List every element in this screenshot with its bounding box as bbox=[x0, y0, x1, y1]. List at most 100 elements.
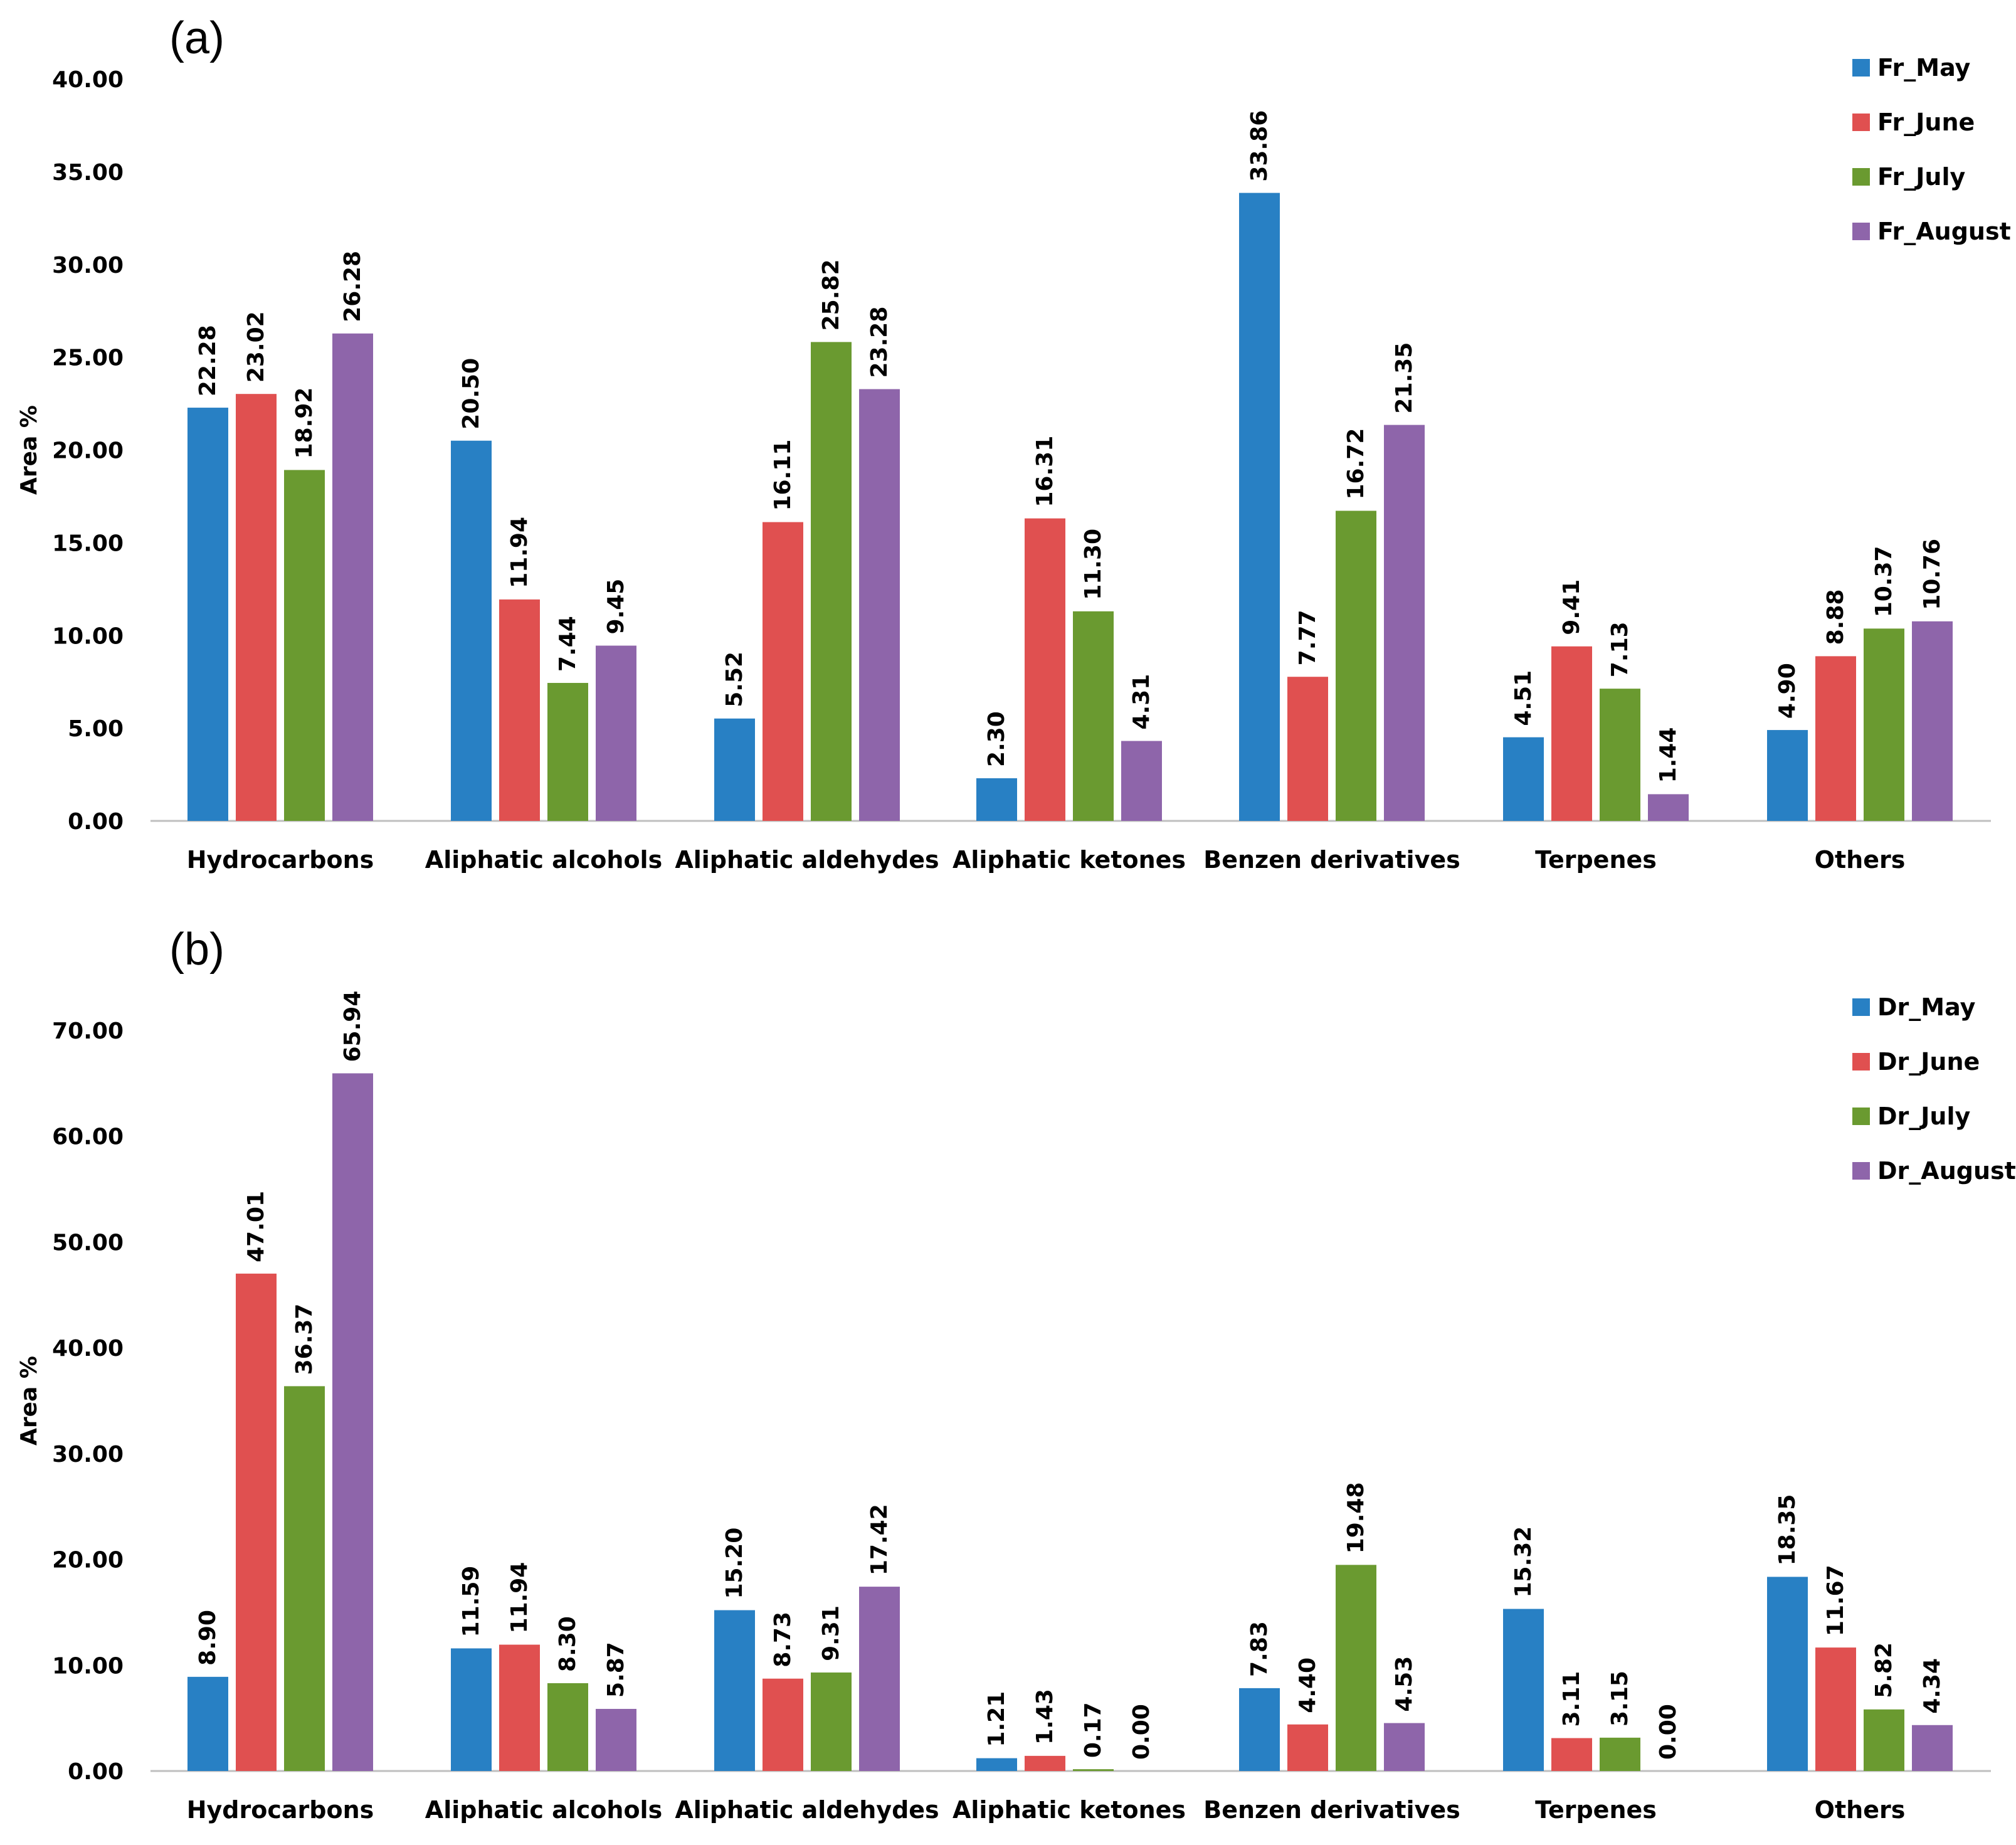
data-label: 15.32 bbox=[1511, 1526, 1536, 1598]
legend-swatch bbox=[1852, 223, 1870, 240]
data-label: 11.94 bbox=[507, 517, 532, 588]
panel-label: (b) bbox=[169, 924, 224, 975]
bar-dr-may bbox=[976, 1758, 1017, 1771]
data-label: 8.30 bbox=[555, 1616, 581, 1672]
bar-fr-may bbox=[714, 718, 755, 821]
bar-dr-may bbox=[714, 1610, 755, 1771]
bar-fr-may bbox=[187, 408, 228, 821]
bar-fr-may bbox=[1239, 193, 1280, 821]
data-label: 0.00 bbox=[1655, 1704, 1681, 1760]
bar-dr-june bbox=[1287, 1724, 1328, 1771]
data-label: 4.51 bbox=[1511, 670, 1536, 726]
data-label: 47.01 bbox=[243, 1191, 269, 1262]
bar-dr-july bbox=[1336, 1565, 1376, 1771]
data-label: 5.87 bbox=[603, 1642, 629, 1698]
bar-dr-may bbox=[187, 1676, 228, 1771]
y-tick-label: 10.00 bbox=[52, 623, 124, 649]
data-label: 11.67 bbox=[1823, 1565, 1849, 1636]
data-label: 33.86 bbox=[1247, 110, 1272, 182]
data-label: 19.48 bbox=[1343, 1482, 1369, 1553]
data-label: 16.11 bbox=[770, 440, 796, 511]
category-label: Aliphatic ketones bbox=[953, 846, 1186, 874]
bar-fr-july bbox=[1073, 611, 1114, 821]
bar-dr-may bbox=[1767, 1577, 1808, 1771]
category-label: Aliphatic aldehydes bbox=[675, 846, 939, 874]
bar-dr-june bbox=[1551, 1738, 1592, 1771]
bar-fr-july bbox=[547, 682, 588, 821]
legend-swatch bbox=[1852, 168, 1870, 186]
bar-fr-june bbox=[236, 394, 277, 821]
bar-dr-june bbox=[763, 1678, 803, 1771]
legend-entry: Dr_June bbox=[1877, 1048, 1980, 1076]
bar-dr-july bbox=[1600, 1737, 1640, 1771]
data-label: 1.21 bbox=[984, 1691, 1010, 1747]
bar-fr-may bbox=[976, 778, 1017, 821]
data-label: 8.90 bbox=[195, 1610, 221, 1666]
y-tick-label: 20.00 bbox=[52, 438, 124, 464]
bar-fr-july bbox=[811, 342, 852, 821]
y-axis-label: Area % bbox=[16, 1356, 42, 1446]
bar-dr-august bbox=[859, 1587, 900, 1771]
bar-fr-august bbox=[596, 645, 636, 821]
bar-dr-june bbox=[1025, 1755, 1065, 1771]
y-tick-label: 30.00 bbox=[52, 253, 124, 278]
panel-a: (a) 0.00 5.00 10.00 15.00 20.00 25.00 30.00 35.0… bbox=[16, 13, 2011, 874]
data-label: 7.13 bbox=[1607, 621, 1633, 677]
data-label: 18.92 bbox=[292, 388, 317, 459]
data-label: 3.15 bbox=[1607, 1671, 1633, 1726]
bar-fr-may bbox=[1767, 730, 1808, 821]
data-label: 2.30 bbox=[984, 711, 1010, 767]
y-tick-label: 40.00 bbox=[52, 1336, 124, 1361]
bar-fr-june bbox=[1815, 656, 1856, 821]
y-tick-label: 25.00 bbox=[52, 346, 124, 371]
data-label: 20.50 bbox=[458, 358, 484, 430]
data-label: 5.52 bbox=[722, 652, 747, 707]
data-label: 5.82 bbox=[1871, 1642, 1897, 1698]
y-tick-label: 70.00 bbox=[52, 1018, 124, 1044]
category-label: Others bbox=[1815, 846, 1906, 874]
category-label: Hydrocarbons bbox=[187, 1796, 374, 1824]
bar-fr-june bbox=[1551, 646, 1592, 821]
y-tick-label: 35.00 bbox=[52, 160, 124, 186]
panel-label: (a) bbox=[169, 13, 224, 63]
bar-fr-may bbox=[1503, 737, 1544, 821]
bar-dr-may bbox=[1503, 1609, 1544, 1771]
bar-dr-august bbox=[332, 1073, 373, 1771]
legend-entry: Dr_May bbox=[1877, 993, 1976, 1021]
data-label: 10.76 bbox=[1919, 539, 1945, 610]
y-tick-label: 30.00 bbox=[52, 1442, 124, 1467]
bar-fr-august bbox=[1912, 621, 1953, 821]
data-label: 1.43 bbox=[1032, 1689, 1058, 1745]
data-label: 25.82 bbox=[818, 259, 844, 330]
data-label: 4.31 bbox=[1129, 674, 1154, 730]
data-label: 23.28 bbox=[867, 307, 892, 378]
y-tick-label: 50.00 bbox=[52, 1230, 124, 1256]
data-label: 4.34 bbox=[1919, 1658, 1945, 1714]
legend-entry: Dr_August bbox=[1877, 1157, 2016, 1185]
data-label: 7.77 bbox=[1295, 610, 1321, 665]
bar-dr-june bbox=[236, 1273, 277, 1771]
legend-entry: Fr_August bbox=[1877, 218, 2011, 245]
data-label: 4.53 bbox=[1391, 1656, 1417, 1712]
category-label: Aliphatic alcohols bbox=[425, 846, 662, 874]
legend-entry: Fr_July bbox=[1877, 163, 1965, 191]
data-label: 0.00 bbox=[1129, 1704, 1154, 1760]
bar-dr-august bbox=[596, 1708, 636, 1771]
bar-fr-august bbox=[1648, 794, 1689, 821]
bar-fr-june bbox=[499, 599, 540, 821]
data-label: 21.35 bbox=[1391, 342, 1417, 414]
data-label: 26.28 bbox=[340, 251, 366, 322]
bar-fr-june bbox=[1025, 518, 1065, 821]
data-label: 9.45 bbox=[603, 579, 629, 635]
data-label: 8.73 bbox=[770, 1612, 796, 1668]
data-label: 0.17 bbox=[1080, 1702, 1106, 1758]
bar-dr-july bbox=[1864, 1709, 1904, 1771]
data-label: 11.94 bbox=[507, 1562, 532, 1634]
y-tick-label: 10.00 bbox=[52, 1653, 124, 1679]
data-label: 18.35 bbox=[1775, 1494, 1800, 1566]
y-tick-label: 5.00 bbox=[68, 716, 124, 742]
panel-b: (b) 0.00 10.00 20.00 30.00 40.00 50.00 60.00 70.… bbox=[16, 924, 2016, 1824]
bar-dr-june bbox=[499, 1644, 540, 1771]
y-tick-label: 0.00 bbox=[68, 1759, 124, 1785]
